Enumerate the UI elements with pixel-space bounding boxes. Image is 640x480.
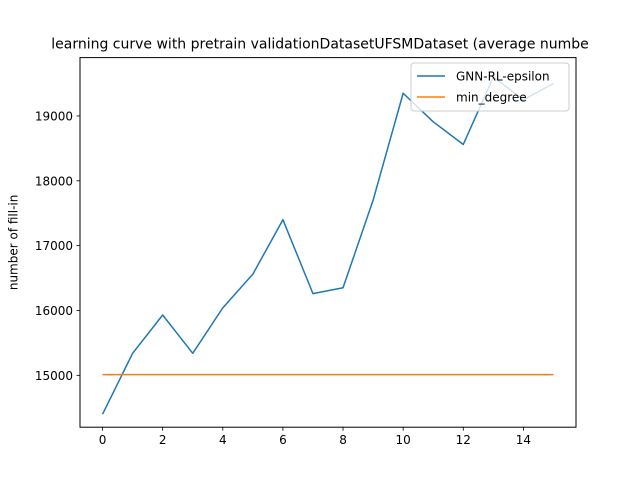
x-tick-label: 2 [159,433,167,447]
legend: GNN-RL-epsilon min_degree [410,62,570,112]
series-layer [101,76,554,415]
legend-label-min-degree: min_degree [456,91,527,105]
y-tick-label: 15000 [35,369,73,383]
series-line-gnn-rl-epsilon [101,76,554,415]
x-axis-ticks: 0 2 4 6 8 10 12 14 [99,427,531,447]
y-tick-label: 18000 [35,174,73,188]
y-axis-ticks: 15000 16000 17000 18000 19000 [35,109,80,383]
x-tick-label: 12 [456,433,471,447]
x-tick-label: 14 [516,433,531,447]
plot-frame [79,57,577,428]
y-axis-label: number of fill-in [7,195,21,291]
y-tick-label: 19000 [35,109,73,123]
x-tick-label: 10 [396,433,411,447]
y-tick-label: 16000 [35,304,73,318]
x-tick-label: 4 [219,433,227,447]
legend-label-gnn-rl-epsilon: GNN-RL-epsilon [456,70,550,84]
x-tick-label: 6 [279,433,287,447]
y-tick-label: 17000 [35,239,73,253]
x-tick-label: 8 [339,433,347,447]
x-tick-label: 0 [99,433,107,447]
legend-box [410,62,570,112]
chart-title: learning curve with pretrain validationD… [51,37,589,53]
series-points-gnn-rl-epsilon [102,77,554,415]
